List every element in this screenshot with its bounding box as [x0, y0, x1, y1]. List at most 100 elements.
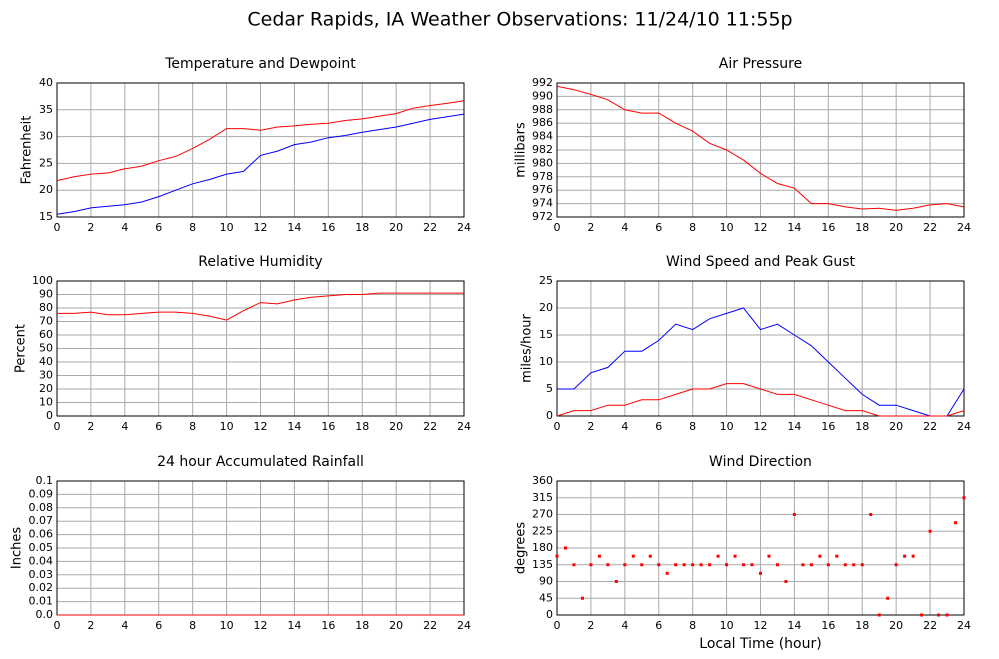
y-tick-label: 40 [39, 355, 53, 368]
y-tick-label: 0 [546, 608, 553, 621]
x-tick-label: 4 [621, 619, 628, 632]
data-point [826, 563, 830, 567]
x-tick-label: 10 [720, 619, 734, 632]
data-point [665, 571, 669, 575]
x-tick-label: 16 [321, 619, 335, 632]
data-point [954, 521, 958, 525]
x-tick-label: 22 [423, 221, 437, 234]
y-tick-label: 988 [532, 103, 553, 116]
y-tick-label: 984 [532, 130, 553, 143]
x-tick-label: 4 [121, 420, 128, 433]
x-tick-label: 6 [155, 619, 162, 632]
y-tick-label: 25 [39, 156, 53, 169]
data-point [920, 613, 924, 617]
x-tick-label: 14 [787, 221, 801, 234]
y-axis-label: miles/hour [520, 313, 535, 382]
x-tick-label: 20 [389, 619, 403, 632]
y-tick-label: 992 [532, 76, 553, 89]
y-tick-label: 30 [39, 369, 53, 382]
x-tick-label: 16 [821, 221, 835, 234]
y-tick-label: 976 [532, 183, 553, 196]
plot-frame [56, 280, 465, 417]
x-tick-label: 4 [121, 619, 128, 632]
data-point [750, 563, 754, 567]
x-tick-label: 10 [220, 221, 234, 234]
data-point [937, 613, 941, 617]
data-point [708, 563, 712, 567]
y-tick-label: 50 [39, 342, 53, 355]
x-tick-label: 12 [254, 221, 268, 234]
x-tick-label: 10 [720, 221, 734, 234]
y-tick-label: 0.08 [29, 501, 54, 514]
x-tick-label: 2 [587, 221, 594, 234]
y-tick-label: 0.01 [29, 595, 54, 608]
x-tick-label: 14 [787, 420, 801, 433]
y-tick-label: 225 [532, 524, 553, 537]
x-tick-label: 10 [720, 420, 734, 433]
y-tick-label: 974 [532, 197, 553, 210]
x-tick-label: 12 [754, 420, 768, 433]
y-tick-label: 60 [39, 328, 53, 341]
y-tick-label: 0.03 [29, 568, 54, 581]
x-tick-label: 12 [754, 221, 768, 234]
x-tick-label: 0 [554, 619, 561, 632]
data-line [556, 85, 965, 211]
x-tick-label: 22 [923, 619, 937, 632]
y-axis-label: Percent [14, 324, 29, 373]
data-point [674, 563, 678, 567]
x-tick-label: 20 [889, 619, 903, 632]
data-point [759, 571, 762, 575]
x-tick-label: 2 [87, 221, 94, 234]
y-axis-label: degrees [514, 522, 529, 575]
x-tick-label: 20 [389, 420, 403, 433]
data-point [767, 554, 771, 558]
x-tick-label: 20 [389, 221, 403, 234]
data-point [784, 580, 788, 583]
x-tick-label: 24 [457, 619, 471, 632]
x-tick-label: 10 [220, 420, 234, 433]
data-point [852, 563, 856, 567]
data-point [563, 546, 567, 550]
x-tick-label: 2 [587, 619, 594, 632]
x-axis-label: Local Time (hour) [699, 636, 821, 652]
x-tick-label: 18 [855, 420, 869, 433]
y-axis-label: millibars [514, 122, 529, 178]
y-tick-label: 40 [39, 76, 53, 89]
data-point [886, 596, 890, 600]
y-tick-label: 0.07 [29, 514, 54, 527]
data-point [733, 554, 737, 558]
y-tick-label: 0.04 [29, 554, 54, 567]
y-tick-label: 135 [532, 558, 553, 571]
y-axis-label: Fahrenheit [20, 116, 35, 185]
x-tick-label: 22 [423, 420, 437, 433]
data-point [928, 529, 932, 533]
x-tick-label: 2 [87, 420, 94, 433]
y-tick-label: 0.1 [36, 474, 54, 487]
y-tick-label: 5 [546, 382, 553, 395]
y-tick-label: 0.05 [29, 541, 54, 554]
x-tick-label: 2 [587, 420, 594, 433]
data-line [56, 113, 465, 215]
x-tick-label: 12 [254, 420, 268, 433]
y-tick-label: 986 [532, 116, 553, 129]
x-tick-label: 18 [355, 619, 369, 632]
y-tick-label: 30 [39, 130, 53, 143]
y-tick-label: 0 [46, 409, 53, 422]
data-point [580, 596, 584, 600]
x-tick-label: 24 [957, 619, 971, 632]
x-tick-label: 0 [54, 221, 61, 234]
data-point [809, 563, 813, 567]
x-tick-label: 16 [821, 619, 835, 632]
y-tick-label: 20 [539, 301, 553, 314]
data-point [597, 554, 601, 558]
data-point [945, 613, 949, 617]
data-point [657, 563, 661, 567]
x-tick-label: 22 [923, 420, 937, 433]
x-tick-label: 18 [855, 619, 869, 632]
y-tick-label: 972 [532, 210, 553, 223]
x-tick-label: 24 [957, 420, 971, 433]
y-tick-label: 0.0 [36, 608, 54, 621]
x-tick-label: 24 [457, 221, 471, 234]
